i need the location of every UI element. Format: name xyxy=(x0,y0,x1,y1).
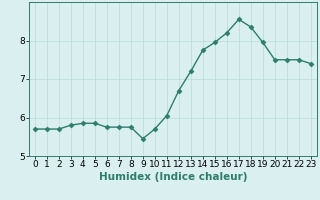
X-axis label: Humidex (Indice chaleur): Humidex (Indice chaleur) xyxy=(99,172,247,182)
